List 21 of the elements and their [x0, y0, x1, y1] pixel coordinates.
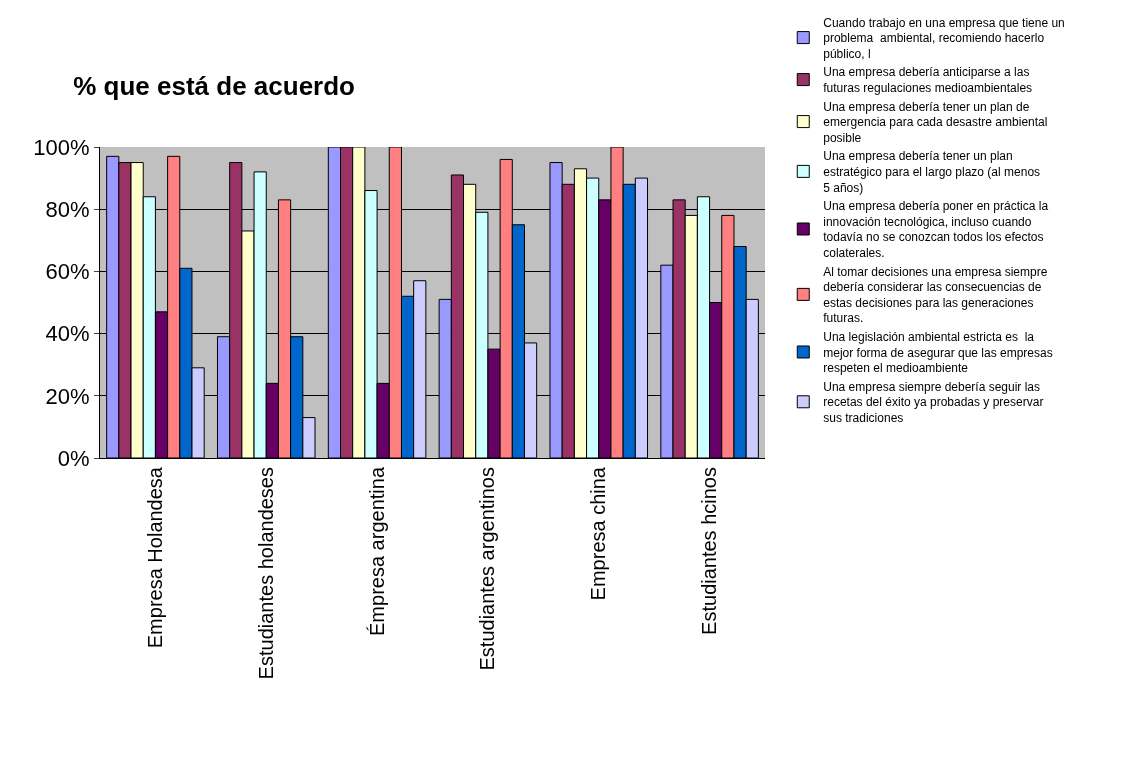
x-tick-label: Empresa china [587, 466, 610, 601]
chart-title: % que está de acuerdo [73, 71, 356, 102]
x-tick-label: Estudiantes holandeses [254, 467, 277, 680]
y-tick-label: 60% [45, 259, 90, 285]
legend-label: Una legislación ambiental estricta es la mejor forma de asegurar que las empresas respeten el medioambiente [823, 330, 1053, 376]
x-tick-label: Estudiantes argentinos [476, 467, 499, 671]
legend-label: Una empresa debería tener un plan de emergencia para cada desastre ambiental posible [823, 99, 1048, 145]
legend-label: Cuando trabajo en una empresa que tiene un problema ambiental, recomiendo hacerlo público, l [823, 15, 1065, 61]
y-tick-label: 80% [45, 196, 90, 222]
x-tick-label: Estudiantes hcinos [698, 467, 721, 635]
y-tick-label: 40% [45, 321, 90, 347]
legend-label: Una empresa debería anticiparse a las futuras regulaciones medioambientales [823, 65, 1033, 96]
legend-label: Una empresa debería poner en práctica la innovación tecnológica, incluso cuando todavía no se conozcan todos los efectos colaterales. [823, 199, 1049, 261]
y-tick-label: 0% [57, 445, 90, 471]
y-tick-label: 100% [33, 134, 90, 160]
y-tick-label: 20% [45, 383, 90, 409]
x-tick-label: Empresa Holandesa [143, 466, 166, 649]
legend-label: Una empresa debería tener un plan estratégico para el largo plazo (al menos 5 años) [823, 149, 1041, 195]
legend-label: Una empresa siempre debería seguir las recetas del éxito ya probadas y preservar sus tradiciones [823, 379, 1044, 426]
legend-label: Al tomar decisiones una empresa siempre debería considerar las consecuencias de estas decisiones para las generaciones futuras. [823, 264, 1048, 326]
x-tick-label: Émpresa argentina [365, 466, 388, 636]
